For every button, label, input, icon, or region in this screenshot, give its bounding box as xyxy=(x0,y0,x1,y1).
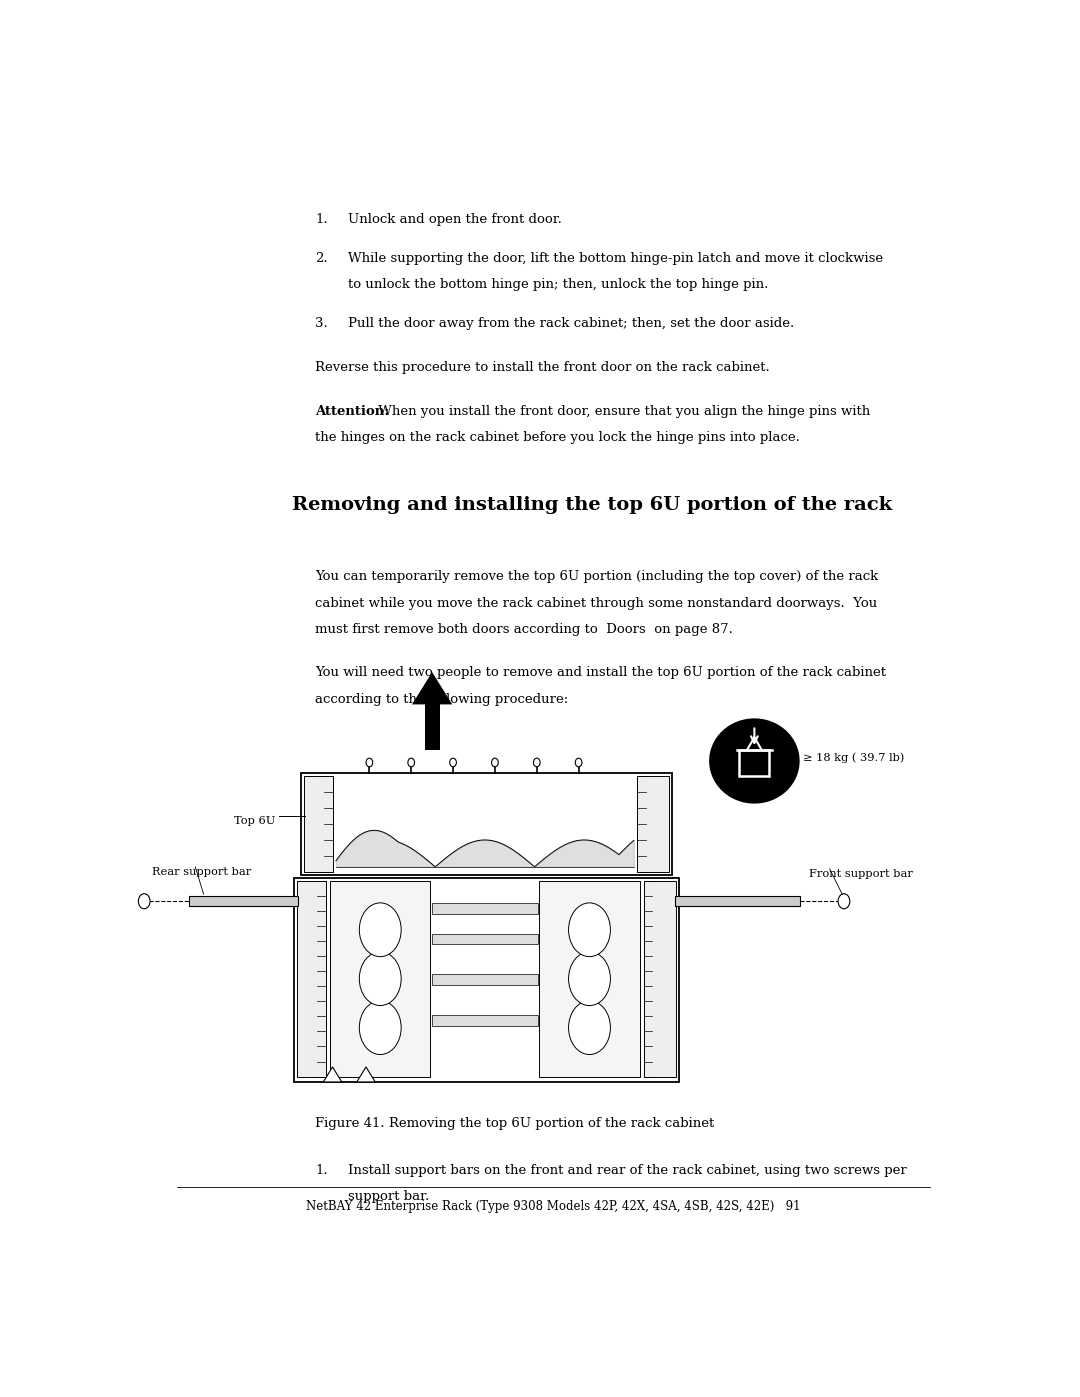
Text: support bar.: support bar. xyxy=(349,1190,430,1203)
Bar xyxy=(675,897,800,907)
Text: NetBAY 42 Enterprise Rack (Type 9308 Models 42P, 42X, 4SA, 4SB, 42S, 42E)   91: NetBAY 42 Enterprise Rack (Type 9308 Mod… xyxy=(307,1200,800,1214)
Circle shape xyxy=(138,894,150,909)
Circle shape xyxy=(568,951,610,1006)
Bar xyxy=(424,704,440,750)
Circle shape xyxy=(360,902,401,957)
Circle shape xyxy=(366,759,373,767)
Text: Pull the door away from the rack cabinet; then, set the door aside.: Pull the door away from the rack cabinet… xyxy=(349,317,795,330)
Text: Install support bars on the front and rear of the rack cabinet, using two screws: Install support bars on the front and re… xyxy=(349,1164,907,1176)
Text: Reverse this procedure to install the front door on the rack cabinet.: Reverse this procedure to install the fr… xyxy=(315,360,770,374)
Text: You will need two people to remove and install the top 6U portion of the rack ca: You will need two people to remove and i… xyxy=(315,666,886,679)
Text: to unlock the bottom hinge pin; then, unlock the top hinge pin.: to unlock the bottom hinge pin; then, un… xyxy=(349,278,769,291)
Text: must first remove both doors according to  Doors  on page 87.: must first remove both doors according t… xyxy=(315,623,733,636)
Text: 2.: 2. xyxy=(315,251,327,265)
Ellipse shape xyxy=(711,719,798,802)
Circle shape xyxy=(568,902,610,957)
Bar xyxy=(432,902,538,914)
Bar xyxy=(300,774,673,876)
Bar xyxy=(189,897,298,907)
Text: Attention:: Attention: xyxy=(315,405,389,418)
Bar xyxy=(297,882,326,1077)
Bar xyxy=(294,877,679,1083)
Circle shape xyxy=(449,759,457,767)
Text: You can temporarily remove the top 6U portion (including the top cover) of the r: You can temporarily remove the top 6U po… xyxy=(315,570,878,583)
Bar xyxy=(539,882,639,1077)
Bar xyxy=(432,1016,538,1025)
Circle shape xyxy=(838,894,850,909)
Text: 3.: 3. xyxy=(315,317,327,330)
Circle shape xyxy=(360,1000,401,1055)
Circle shape xyxy=(360,951,401,1006)
Circle shape xyxy=(534,759,540,767)
Bar xyxy=(432,933,538,944)
Text: Rear support bar: Rear support bar xyxy=(151,866,251,877)
Text: 1.: 1. xyxy=(315,212,327,226)
Bar xyxy=(637,777,669,872)
Circle shape xyxy=(568,1000,610,1055)
Text: While supporting the door, lift the bottom hinge-pin latch and move it clockwise: While supporting the door, lift the bott… xyxy=(349,251,883,265)
Circle shape xyxy=(491,759,498,767)
Text: 1.: 1. xyxy=(315,1164,327,1176)
Polygon shape xyxy=(323,1067,341,1083)
Bar xyxy=(740,750,769,777)
Text: Top 6U: Top 6U xyxy=(233,816,275,826)
Polygon shape xyxy=(356,1067,375,1083)
Text: ≥ 18 kg ( 39.7 lb): ≥ 18 kg ( 39.7 lb) xyxy=(802,753,904,763)
Text: according to the following procedure:: according to the following procedure: xyxy=(315,693,568,705)
Text: cabinet while you move the rack cabinet through some nonstandard doorways.  You: cabinet while you move the rack cabinet … xyxy=(315,597,877,609)
Text: Figure 41. Removing the top 6U portion of the rack cabinet: Figure 41. Removing the top 6U portion o… xyxy=(315,1118,714,1130)
Bar xyxy=(644,882,676,1077)
Text: Unlock and open the front door.: Unlock and open the front door. xyxy=(349,212,563,226)
Text: When you install the front door, ensure that you align the hinge pins with: When you install the front door, ensure … xyxy=(375,405,870,418)
Polygon shape xyxy=(413,672,453,704)
Circle shape xyxy=(576,759,582,767)
Text: Front support bar: Front support bar xyxy=(809,869,913,879)
Bar xyxy=(432,975,538,985)
Text: Removing and installing the top 6U portion of the rack: Removing and installing the top 6U porti… xyxy=(292,496,892,514)
Circle shape xyxy=(408,759,415,767)
Text: the hinges on the rack cabinet before you lock the hinge pins into place.: the hinges on the rack cabinet before yo… xyxy=(315,432,800,444)
Bar xyxy=(330,882,431,1077)
Bar xyxy=(305,777,333,872)
